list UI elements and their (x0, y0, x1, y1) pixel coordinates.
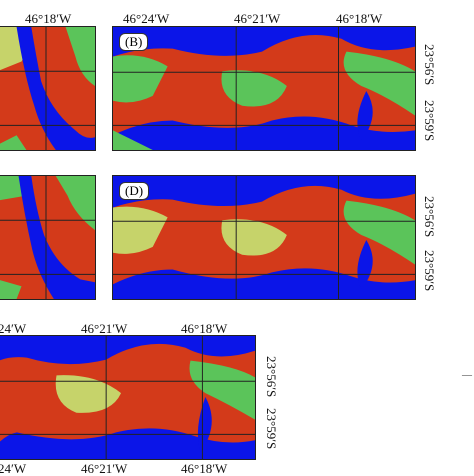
lat-label-b-1: 23°56′S (422, 44, 437, 86)
lat-label-d-2: 23°59′S (422, 250, 437, 292)
panel-d-label: (D) (119, 182, 150, 200)
lon-label-e-bottom-1: 24′W (0, 461, 27, 476)
lon-label-a-1: 46°18′W (25, 11, 72, 26)
lon-label-e-top-1: 24′W (0, 321, 27, 336)
lon-label-e-top-2: 46°21′W (81, 321, 128, 336)
side-mark: — (462, 370, 472, 381)
lon-label-e-top-3: 46°18′W (181, 321, 228, 336)
lon-label-b-1: 46°24′W (123, 11, 170, 26)
map-panel-a (0, 26, 96, 151)
lat-label-e-2: 23°59′S (264, 408, 279, 450)
map-panel-b: (B) (112, 26, 416, 151)
map-panel-c (0, 175, 96, 300)
lat-label-d-1: 23°56′S (422, 196, 437, 238)
map-panel-d: (D) (112, 175, 416, 300)
map-panel-e (0, 335, 256, 460)
lat-label-e-1: 23°56′S (264, 356, 279, 398)
lon-label-e-bottom-3: 46°18′W (181, 461, 228, 476)
panel-b-label: (B) (119, 33, 149, 51)
lon-label-e-bottom-2: 46°21′W (81, 461, 128, 476)
lon-label-b-2: 46°21′W (234, 11, 281, 26)
lat-label-b-2: 23°59′S (422, 100, 437, 142)
lon-label-b-3: 46°18′W (336, 11, 383, 26)
